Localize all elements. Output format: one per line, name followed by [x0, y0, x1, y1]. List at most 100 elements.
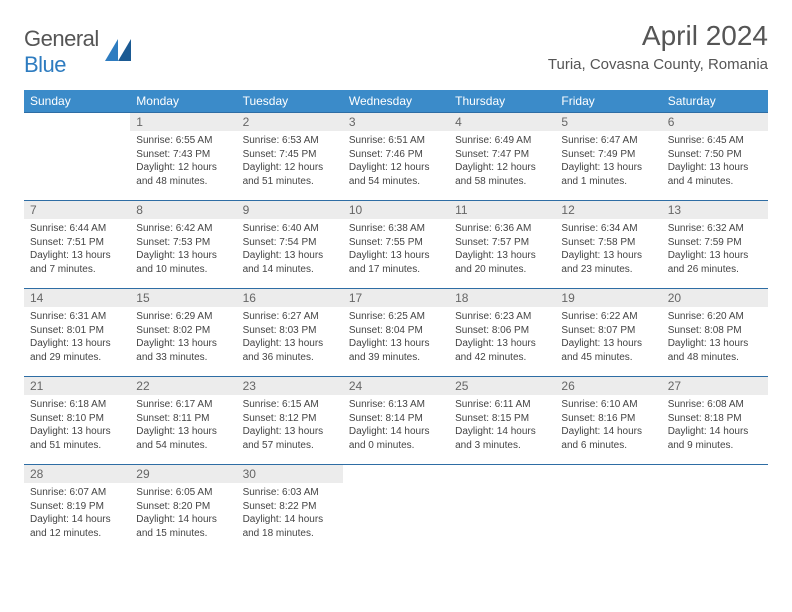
day-details: Sunrise: 6:51 AMSunset: 7:46 PMDaylight:… — [343, 131, 449, 192]
day-details: Sunrise: 6:11 AMSunset: 8:15 PMDaylight:… — [449, 395, 555, 456]
day-details: Sunrise: 6:25 AMSunset: 8:04 PMDaylight:… — [343, 307, 449, 368]
calendar-row: 28Sunrise: 6:07 AMSunset: 8:19 PMDayligh… — [24, 465, 768, 553]
logo-text: General Blue — [24, 26, 99, 78]
day-details: Sunrise: 6:34 AMSunset: 7:58 PMDaylight:… — [555, 219, 661, 280]
calendar-cell: 9Sunrise: 6:40 AMSunset: 7:54 PMDaylight… — [237, 201, 343, 289]
day-details: Sunrise: 6:13 AMSunset: 8:14 PMDaylight:… — [343, 395, 449, 456]
day-details: Sunrise: 6:44 AMSunset: 7:51 PMDaylight:… — [24, 219, 130, 280]
day-number: 14 — [24, 289, 130, 307]
calendar-cell: 19Sunrise: 6:22 AMSunset: 8:07 PMDayligh… — [555, 289, 661, 377]
day-number: 9 — [237, 201, 343, 219]
day-details: Sunrise: 6:17 AMSunset: 8:11 PMDaylight:… — [130, 395, 236, 456]
day-header: Tuesday — [237, 90, 343, 113]
header: General Blue April 2024 Turia, Covasna C… — [24, 20, 768, 78]
day-number: 1 — [130, 113, 236, 131]
day-number: 23 — [237, 377, 343, 395]
day-number: 19 — [555, 289, 661, 307]
day-details: Sunrise: 6:20 AMSunset: 8:08 PMDaylight:… — [662, 307, 768, 368]
day-number: 7 — [24, 201, 130, 219]
day-number: 8 — [130, 201, 236, 219]
day-details: Sunrise: 6:42 AMSunset: 7:53 PMDaylight:… — [130, 219, 236, 280]
day-details: Sunrise: 6:40 AMSunset: 7:54 PMDaylight:… — [237, 219, 343, 280]
calendar-cell: 5Sunrise: 6:47 AMSunset: 7:49 PMDaylight… — [555, 113, 661, 201]
logo-word-general: General — [24, 26, 99, 51]
title-block: April 2024 Turia, Covasna County, Romani… — [548, 20, 768, 73]
day-header-row: Sunday Monday Tuesday Wednesday Thursday… — [24, 90, 768, 113]
day-details: Sunrise: 6:32 AMSunset: 7:59 PMDaylight:… — [662, 219, 768, 280]
day-details: Sunrise: 6:29 AMSunset: 8:02 PMDaylight:… — [130, 307, 236, 368]
day-details: Sunrise: 6:15 AMSunset: 8:12 PMDaylight:… — [237, 395, 343, 456]
calendar-cell: 3Sunrise: 6:51 AMSunset: 7:46 PMDaylight… — [343, 113, 449, 201]
day-details: Sunrise: 6:05 AMSunset: 8:20 PMDaylight:… — [130, 483, 236, 544]
calendar-cell: 8Sunrise: 6:42 AMSunset: 7:53 PMDaylight… — [130, 201, 236, 289]
day-header: Monday — [130, 90, 236, 113]
location: Turia, Covasna County, Romania — [548, 56, 768, 73]
day-number: 18 — [449, 289, 555, 307]
calendar-row: 7Sunrise: 6:44 AMSunset: 7:51 PMDaylight… — [24, 201, 768, 289]
calendar-row: 1Sunrise: 6:55 AMSunset: 7:43 PMDaylight… — [24, 113, 768, 201]
calendar-cell: 14Sunrise: 6:31 AMSunset: 8:01 PMDayligh… — [24, 289, 130, 377]
day-header: Sunday — [24, 90, 130, 113]
calendar-cell: 29Sunrise: 6:05 AMSunset: 8:20 PMDayligh… — [130, 465, 236, 553]
day-number: 21 — [24, 377, 130, 395]
day-number: 24 — [343, 377, 449, 395]
day-details: Sunrise: 6:22 AMSunset: 8:07 PMDaylight:… — [555, 307, 661, 368]
calendar-cell: 11Sunrise: 6:36 AMSunset: 7:57 PMDayligh… — [449, 201, 555, 289]
calendar-cell: 6Sunrise: 6:45 AMSunset: 7:50 PMDaylight… — [662, 113, 768, 201]
logo-triangle-icon — [105, 39, 131, 66]
calendar-cell: 7Sunrise: 6:44 AMSunset: 7:51 PMDaylight… — [24, 201, 130, 289]
calendar-cell: 30Sunrise: 6:03 AMSunset: 8:22 PMDayligh… — [237, 465, 343, 553]
calendar-table: Sunday Monday Tuesday Wednesday Thursday… — [24, 90, 768, 553]
calendar-cell: 10Sunrise: 6:38 AMSunset: 7:55 PMDayligh… — [343, 201, 449, 289]
day-details: Sunrise: 6:49 AMSunset: 7:47 PMDaylight:… — [449, 131, 555, 192]
day-details: Sunrise: 6:45 AMSunset: 7:50 PMDaylight:… — [662, 131, 768, 192]
calendar-cell — [555, 465, 661, 553]
calendar-cell: 27Sunrise: 6:08 AMSunset: 8:18 PMDayligh… — [662, 377, 768, 465]
month-title: April 2024 — [548, 20, 768, 52]
calendar-cell — [662, 465, 768, 553]
calendar-cell: 23Sunrise: 6:15 AMSunset: 8:12 PMDayligh… — [237, 377, 343, 465]
day-number: 20 — [662, 289, 768, 307]
day-details: Sunrise: 6:03 AMSunset: 8:22 PMDaylight:… — [237, 483, 343, 544]
day-details: Sunrise: 6:18 AMSunset: 8:10 PMDaylight:… — [24, 395, 130, 456]
day-number: 29 — [130, 465, 236, 483]
calendar-cell: 1Sunrise: 6:55 AMSunset: 7:43 PMDaylight… — [130, 113, 236, 201]
day-number: 25 — [449, 377, 555, 395]
day-header: Saturday — [662, 90, 768, 113]
day-number: 28 — [24, 465, 130, 483]
day-number: 4 — [449, 113, 555, 131]
day-header: Wednesday — [343, 90, 449, 113]
day-number: 11 — [449, 201, 555, 219]
day-number: 27 — [662, 377, 768, 395]
day-details: Sunrise: 6:23 AMSunset: 8:06 PMDaylight:… — [449, 307, 555, 368]
calendar-cell: 26Sunrise: 6:10 AMSunset: 8:16 PMDayligh… — [555, 377, 661, 465]
calendar-cell — [24, 113, 130, 201]
calendar-cell: 22Sunrise: 6:17 AMSunset: 8:11 PMDayligh… — [130, 377, 236, 465]
day-number: 2 — [237, 113, 343, 131]
calendar-cell: 12Sunrise: 6:34 AMSunset: 7:58 PMDayligh… — [555, 201, 661, 289]
logo: General Blue — [24, 26, 131, 78]
day-number: 12 — [555, 201, 661, 219]
calendar-cell: 21Sunrise: 6:18 AMSunset: 8:10 PMDayligh… — [24, 377, 130, 465]
day-number: 17 — [343, 289, 449, 307]
day-number: 3 — [343, 113, 449, 131]
calendar-cell: 24Sunrise: 6:13 AMSunset: 8:14 PMDayligh… — [343, 377, 449, 465]
calendar-cell: 17Sunrise: 6:25 AMSunset: 8:04 PMDayligh… — [343, 289, 449, 377]
day-number: 10 — [343, 201, 449, 219]
day-details: Sunrise: 6:55 AMSunset: 7:43 PMDaylight:… — [130, 131, 236, 192]
calendar-cell: 13Sunrise: 6:32 AMSunset: 7:59 PMDayligh… — [662, 201, 768, 289]
calendar-cell: 2Sunrise: 6:53 AMSunset: 7:45 PMDaylight… — [237, 113, 343, 201]
calendar-cell — [449, 465, 555, 553]
calendar-cell: 15Sunrise: 6:29 AMSunset: 8:02 PMDayligh… — [130, 289, 236, 377]
day-details: Sunrise: 6:07 AMSunset: 8:19 PMDaylight:… — [24, 483, 130, 544]
day-number: 6 — [662, 113, 768, 131]
day-number: 15 — [130, 289, 236, 307]
day-details: Sunrise: 6:47 AMSunset: 7:49 PMDaylight:… — [555, 131, 661, 192]
calendar-cell: 25Sunrise: 6:11 AMSunset: 8:15 PMDayligh… — [449, 377, 555, 465]
day-number: 16 — [237, 289, 343, 307]
calendar-cell: 20Sunrise: 6:20 AMSunset: 8:08 PMDayligh… — [662, 289, 768, 377]
day-details: Sunrise: 6:38 AMSunset: 7:55 PMDaylight:… — [343, 219, 449, 280]
day-details: Sunrise: 6:31 AMSunset: 8:01 PMDaylight:… — [24, 307, 130, 368]
day-details: Sunrise: 6:10 AMSunset: 8:16 PMDaylight:… — [555, 395, 661, 456]
calendar-cell — [343, 465, 449, 553]
